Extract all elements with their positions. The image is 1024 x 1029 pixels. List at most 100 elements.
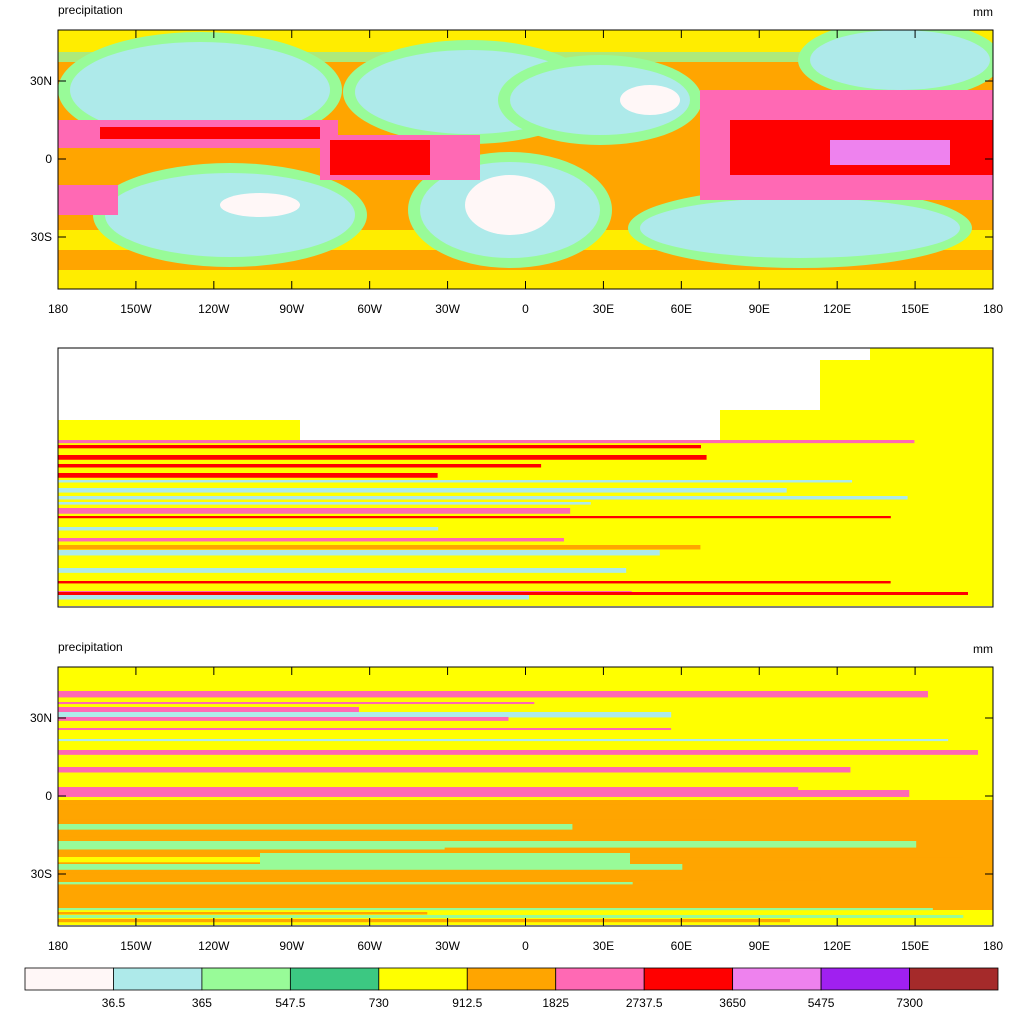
colorbar-label: 365 xyxy=(192,996,212,1010)
stripe xyxy=(58,502,591,505)
stripe xyxy=(58,750,978,755)
stripe xyxy=(58,810,613,814)
stripe xyxy=(58,581,891,584)
x-tick-label: 60W xyxy=(357,302,382,316)
y-tick-label: 30N xyxy=(30,711,52,725)
dry-zone xyxy=(510,65,690,135)
stripe xyxy=(58,550,660,556)
stripe xyxy=(58,464,542,468)
stripe xyxy=(58,728,672,731)
y-tick-label: 0 xyxy=(45,789,52,803)
stripe xyxy=(58,776,379,779)
stripe xyxy=(58,882,633,885)
x-tick-label: 60E xyxy=(671,302,692,316)
map-field xyxy=(58,30,993,289)
colorbar-label: 730 xyxy=(369,996,389,1010)
colorbar-label: 5475 xyxy=(808,996,835,1010)
dry-zone xyxy=(105,173,355,257)
x-tick-label: 0 xyxy=(522,939,529,953)
stripe xyxy=(58,919,790,923)
itcz xyxy=(330,140,430,175)
stripe xyxy=(58,877,821,881)
units: mm xyxy=(973,642,993,656)
colorbar-box xyxy=(643,967,734,991)
x-tick-label: 150W xyxy=(120,939,152,953)
colorbar-label: 3650 xyxy=(719,996,746,1010)
colorbar-box xyxy=(555,967,645,991)
stripe xyxy=(58,900,375,906)
colorbar-box xyxy=(113,967,203,991)
colorbar-label: 1825 xyxy=(542,996,569,1010)
stripe xyxy=(58,445,701,449)
stripe xyxy=(58,830,558,837)
stripe xyxy=(58,480,853,483)
stripe xyxy=(58,592,968,595)
dry-zone xyxy=(640,198,960,258)
stripe xyxy=(58,824,573,830)
x-tick-label: 180 xyxy=(983,302,1003,316)
stripe xyxy=(58,527,439,531)
y-tick-label: 30N xyxy=(30,74,52,88)
map-field xyxy=(58,348,993,606)
x-tick-label: 60E xyxy=(671,939,692,953)
stripe xyxy=(58,545,701,550)
x-tick-label: 90W xyxy=(279,302,304,316)
stripe xyxy=(58,801,627,805)
x-tick-label: 180 xyxy=(48,302,68,316)
stripe xyxy=(58,845,445,850)
stripe xyxy=(58,516,891,519)
x-tick-label: 180 xyxy=(48,939,68,953)
panel-title: precipitation xyxy=(58,640,123,654)
x-tick-label: 30W xyxy=(435,939,460,953)
stripe xyxy=(58,559,692,564)
x-tick-label: 120W xyxy=(198,302,230,316)
units: mm xyxy=(973,5,993,19)
x-tick-label: 90E xyxy=(749,302,770,316)
colorbar-box xyxy=(201,967,291,991)
x-tick-label: 30W xyxy=(435,302,460,316)
stripe xyxy=(58,790,910,797)
colorbar-label: 912.5 xyxy=(452,996,482,1010)
map-field xyxy=(58,667,993,925)
y-tick-label: 30S xyxy=(31,230,52,244)
dry-zone xyxy=(70,42,330,138)
stripe xyxy=(58,595,530,600)
stripe xyxy=(58,691,928,698)
stripe xyxy=(58,739,949,742)
stripe xyxy=(58,908,933,911)
stripe xyxy=(58,816,716,820)
stripe xyxy=(58,680,738,683)
x-tick-label: 120E xyxy=(823,939,851,953)
colorbar-box xyxy=(820,967,910,991)
stripe xyxy=(58,915,964,918)
stripe xyxy=(58,538,564,542)
x-tick-label: 30E xyxy=(593,302,614,316)
colorbar-label: 7300 xyxy=(896,996,923,1010)
x-tick-label: 180 xyxy=(983,939,1003,953)
x-tick-label: 150E xyxy=(901,302,929,316)
stripe xyxy=(58,488,787,493)
stripe xyxy=(58,759,501,763)
colorbar-box xyxy=(24,967,114,991)
stripe xyxy=(58,568,627,573)
colorbar-box xyxy=(909,967,999,991)
x-tick-label: 120W xyxy=(198,939,230,953)
stripe xyxy=(58,440,915,444)
itcz xyxy=(830,140,950,165)
colorbar-box xyxy=(466,967,557,991)
itcz xyxy=(58,185,118,215)
stripe xyxy=(58,496,908,500)
colorbar-label: 36.5 xyxy=(102,996,126,1010)
x-tick-label: 0 xyxy=(522,302,529,316)
stripe xyxy=(58,841,917,848)
y-tick-label: 30S xyxy=(31,867,52,881)
desert xyxy=(465,175,555,235)
stripe xyxy=(58,574,601,578)
stripe xyxy=(58,455,707,460)
empty-region xyxy=(58,348,870,440)
stripe xyxy=(58,508,571,514)
x-tick-label: 90W xyxy=(279,939,304,953)
colorbar-label: 2737.5 xyxy=(626,996,663,1010)
colorbar-box xyxy=(732,967,822,991)
